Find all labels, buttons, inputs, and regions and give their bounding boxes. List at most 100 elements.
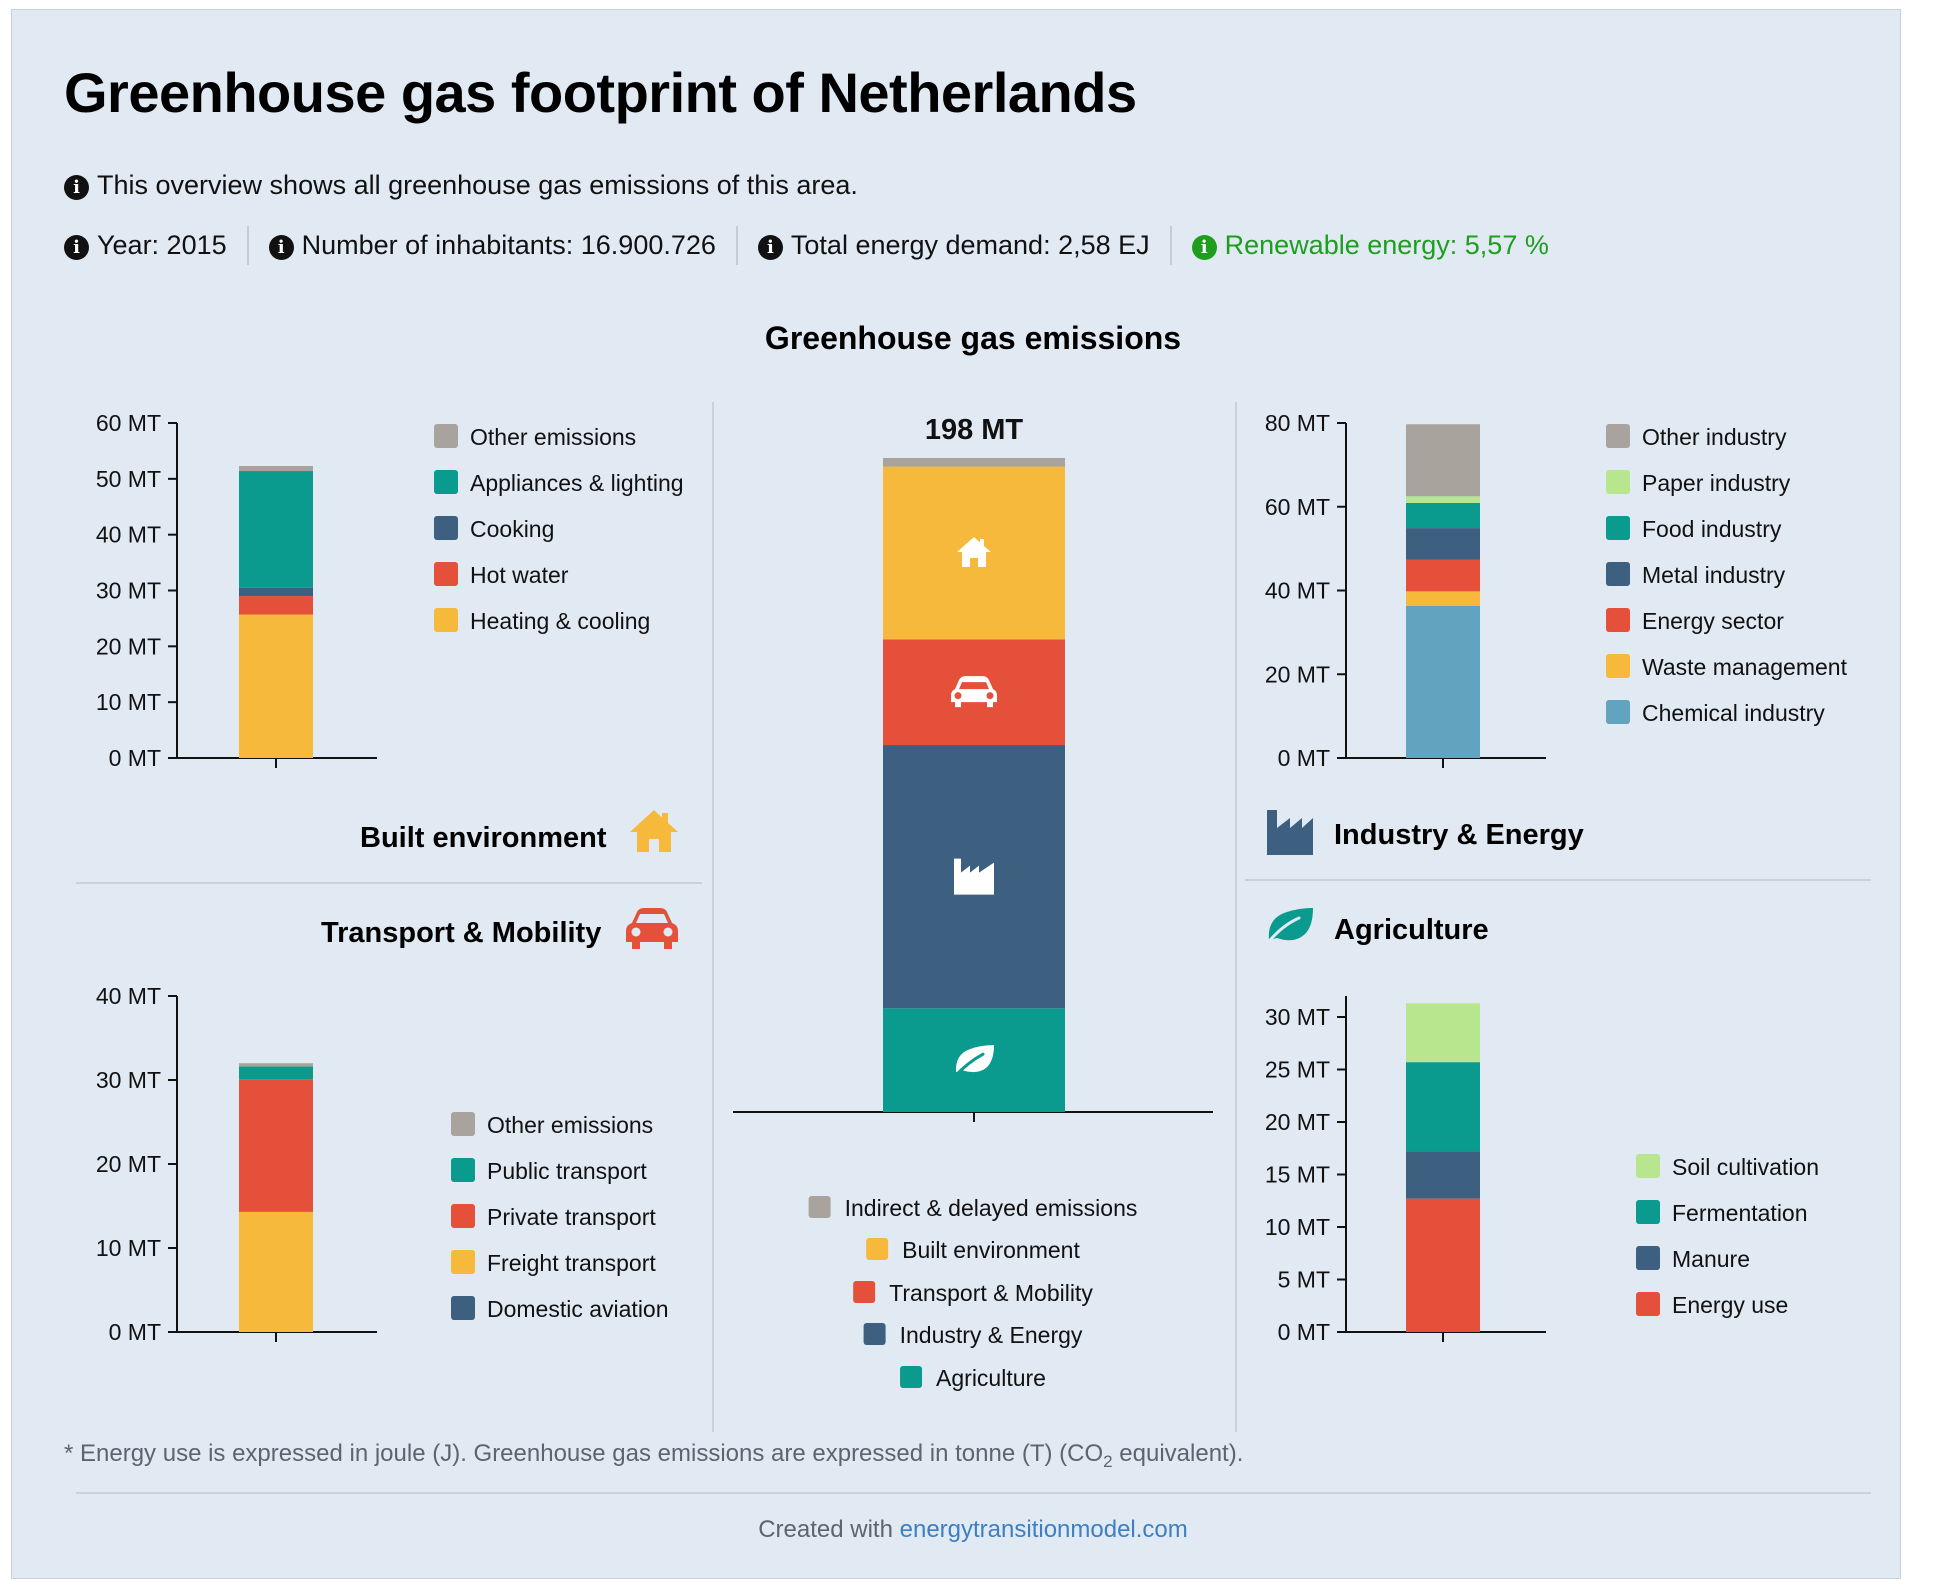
legend-label-energy-sector: Energy sector (1642, 608, 1784, 634)
factory-icon (954, 858, 994, 895)
footnote-text: * Energy use is expressed in joule (J). … (64, 1440, 1104, 1467)
heading-label: Industry & Energy (1334, 819, 1584, 851)
page-title: Greenhouse gas footprint of Netherlands (64, 61, 1137, 124)
bar-segment-indirect-and-delayed-emissions (883, 458, 1065, 467)
legend-label-food-industry: Food industry (1642, 516, 1782, 542)
heading-built-environment: Built environment (360, 822, 607, 855)
chart-group: 0 MT 10 MT 20 MT 30 MT 40 MT 50 MT 60 MT Other … (96, 410, 684, 771)
legend-swatch-transport-and-mobility (853, 1281, 876, 1303)
legend-label-private-transport: Private transport (487, 1204, 656, 1230)
legend-swatch-freight-transport (451, 1250, 475, 1274)
bar-segment-waste-management (1406, 591, 1480, 606)
chart-group: 0 MT 10 MT 20 MT 30 MT 40 MT Other emissions P… (96, 983, 669, 1345)
legend-label-other-emissions: Other emissions (487, 1112, 653, 1138)
info-icon[interactable]: i (64, 175, 89, 200)
stat-year-label: Year: 2015 (97, 230, 227, 260)
legend-label-heating-and-cooling: Heating & cooling (470, 608, 650, 634)
legend-label-freight-transport: Freight transport (487, 1250, 656, 1276)
bar-segment-fermentation (1406, 1062, 1480, 1152)
y-tick-label: 30 MT (96, 1067, 161, 1093)
bar-segment-other-emissions (239, 1063, 313, 1067)
stats-bar: i Year: 2015 i Number of inhabitants: 16.9… (64, 226, 1569, 265)
chart-group: 0 MT 20 MT 40 MT 60 MT 80 MT Other industry Pa… (1265, 410, 1848, 771)
y-tick-label: 5 MT (1278, 1267, 1330, 1293)
y-tick-label: 0 MT (109, 1319, 161, 1345)
car-icon (951, 676, 997, 708)
legend-swatch-heating-and-cooling (434, 608, 458, 632)
y-tick-label: 40 MT (1265, 578, 1330, 604)
legend-label-soil-cultivation: Soil cultivation (1672, 1154, 1819, 1180)
y-tick-label: 30 MT (96, 578, 161, 604)
legend-label-domestic-aviation: Domestic aviation (487, 1296, 669, 1322)
legend-swatch-other-industry (1606, 424, 1630, 448)
info-icon[interactable]: i (1191, 235, 1217, 260)
credit: Created with energytransitionmodel.com (0, 1516, 1946, 1544)
legend-label-hot-water: Hot water (470, 562, 569, 588)
bar-segment-hot-water (239, 596, 313, 615)
credit-link[interactable]: energytransitionmodel.com (899, 1516, 1188, 1543)
y-tick-label: 20 MT (96, 1151, 161, 1177)
legend-swatch-private-transport (451, 1204, 475, 1228)
legend-swatch-built-environment (866, 1238, 889, 1260)
legend-label-manure: Manure (1672, 1246, 1750, 1272)
y-tick-label: 10 MT (1265, 1214, 1330, 1240)
y-tick-label: 50 MT (96, 466, 161, 492)
legend-swatch-manure (1636, 1246, 1660, 1270)
footnote-subscript: 2 (1103, 1451, 1113, 1471)
chart-built-environment: 0 MT 10 MT 20 MT 30 MT 40 MT 50 MT 60 MT Other … (96, 410, 684, 771)
stat-renewable: i Renewable energy: 5,57 % (1169, 226, 1569, 265)
leaf-vein (952, 1052, 985, 1079)
house-icon (630, 810, 678, 852)
legend-swatch-other-emissions (434, 424, 458, 448)
y-tick-label: 40 MT (96, 522, 161, 548)
legend-label-other-industry: Other industry (1642, 424, 1787, 450)
column-divider-right (1235, 402, 1237, 1432)
chart-transport-mobility: 0 MT 10 MT 20 MT 30 MT 40 MT Other emissions P… (96, 983, 669, 1345)
legend-label-cooking: Cooking (470, 516, 554, 542)
bar-segment-soil-cultivation (1406, 1003, 1480, 1063)
overview-label: This overview shows all greenhouse gas e… (97, 170, 858, 200)
heading-agriculture: Agriculture (1334, 914, 1489, 947)
y-tick-label: 0 MT (1278, 1319, 1330, 1345)
legend-label-appliances-and-lighting: Appliances & lighting (470, 470, 684, 496)
legend-label-public-transport: Public transport (487, 1158, 647, 1184)
bar-segment-energy-sector (1406, 559, 1480, 592)
y-tick-label: 25 MT (1265, 1057, 1330, 1083)
footer-divider (76, 1492, 1871, 1494)
y-tick-label: 10 MT (96, 689, 161, 715)
legend-label-transport-and-mobility: Transport & Mobility (889, 1280, 1093, 1306)
legend-swatch-paper-industry (1606, 470, 1630, 494)
legend-swatch-energy-sector (1606, 608, 1630, 632)
legend-swatch-metal-industry (1606, 562, 1630, 586)
legend-label-industry-and-energy: Industry & Energy (900, 1322, 1083, 1348)
legend-swatch-domestic-aviation (451, 1296, 475, 1320)
legend-swatch-food-industry (1606, 516, 1630, 540)
chart-total-emissions: 198 MT Indirect & delayed emissions Built … (733, 414, 1213, 1391)
y-tick-label: 15 MT (1265, 1162, 1330, 1188)
legend-swatch-indirect-and-delayed-emissions (808, 1196, 831, 1218)
credit-prefix: Created with (758, 1516, 900, 1543)
info-icon[interactable]: i (757, 235, 783, 260)
legend-label-paper-industry: Paper industry (1642, 470, 1791, 496)
section-divider-right (1245, 879, 1871, 881)
bar-segment-food-industry (1406, 502, 1480, 529)
legend-label-agriculture: Agriculture (936, 1365, 1046, 1391)
info-icon[interactable]: i (64, 235, 89, 260)
bar-segment-freight-transport (239, 1211, 313, 1332)
heading-transport-mobility: Transport & Mobility (321, 917, 601, 950)
legend-label-other-emissions: Other emissions (470, 424, 636, 450)
y-tick-label: 20 MT (96, 633, 161, 659)
bar-segment-paper-industry (1406, 496, 1480, 503)
section-divider-left (76, 882, 702, 884)
chart-agriculture: 0 MT 5 MT 10 MT 15 MT 20 MT 25 MT 30 MT Soil cu… (1265, 996, 1819, 1345)
car-icon (626, 908, 678, 949)
column-divider-left (712, 402, 714, 1432)
footnote: * Energy use is expressed in joule (J). … (64, 1440, 1243, 1472)
footnote-text-end: equivalent). (1112, 1440, 1244, 1467)
chart-industry-energy: 0 MT 20 MT 40 MT 60 MT 80 MT Other industry Pa… (1265, 410, 1848, 771)
legend-label-metal-industry: Metal industry (1642, 562, 1786, 588)
factory-icon (1267, 810, 1313, 855)
legend-label-fermentation: Fermentation (1672, 1200, 1808, 1226)
bar-segment-energy-use (1406, 1198, 1480, 1332)
info-icon[interactable]: i (268, 235, 294, 260)
